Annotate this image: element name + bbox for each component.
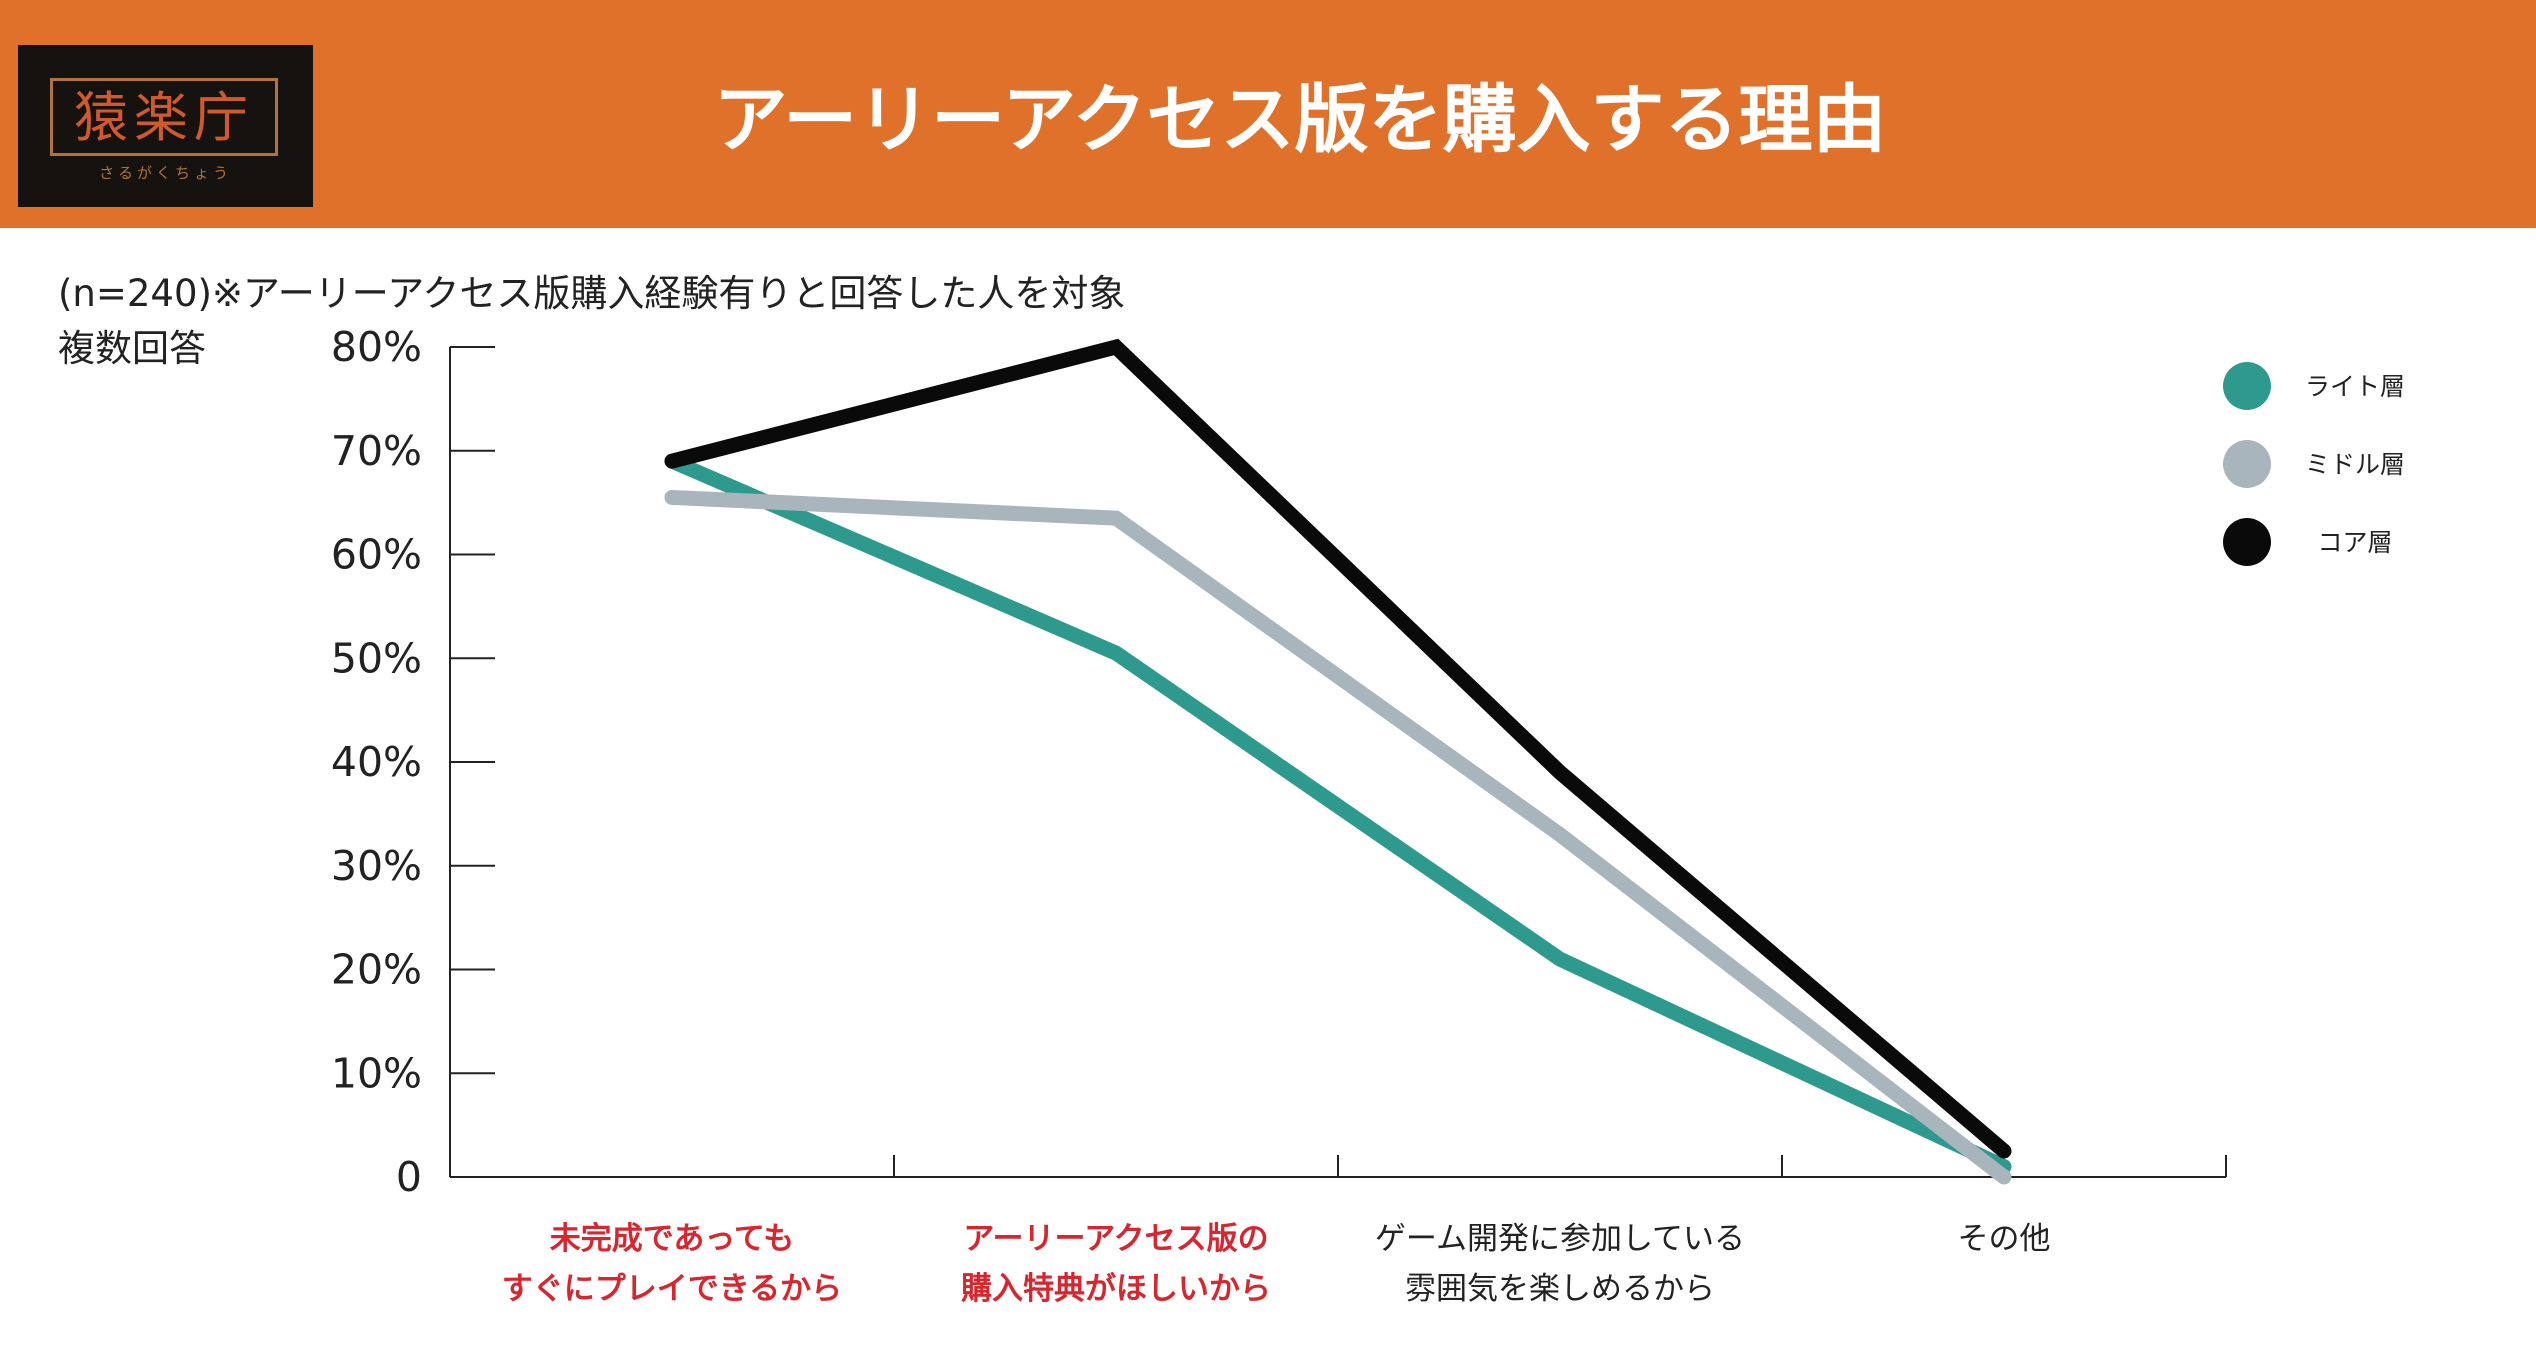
series-line xyxy=(664,489,2012,1185)
logo-subtitle: さるがくちょう xyxy=(98,164,232,182)
legend-marker xyxy=(2223,362,2271,410)
x-category-label: その他 xyxy=(1958,1221,2051,1257)
legend-marker xyxy=(2223,518,2271,566)
y-tick-label: 20% xyxy=(331,946,422,994)
legend-label: ライト層 xyxy=(2305,372,2405,401)
y-tick-label: 60% xyxy=(331,531,422,579)
x-category-label: 購入特典がほしいから xyxy=(961,1271,1271,1307)
x-category-label: 雰囲気を楽しめるから xyxy=(1405,1271,1715,1307)
y-tick-label: 50% xyxy=(331,634,422,682)
series-line xyxy=(664,338,2012,1159)
series-line xyxy=(664,453,2012,1175)
x-category-label: すぐにプレイできるから xyxy=(502,1271,842,1307)
y-tick-label: 0 xyxy=(396,1153,422,1201)
x-category-label: 未完成であっても xyxy=(550,1221,795,1257)
logo-frame: 猿楽庁 xyxy=(50,78,278,156)
legend-label: ミドル層 xyxy=(2305,450,2405,479)
y-tick-label: 40% xyxy=(331,738,422,786)
logo-text: 猿楽庁 xyxy=(74,86,254,149)
y-tick-label: 80% xyxy=(331,323,422,371)
multiple-answer-note: 複数回答 xyxy=(58,327,206,370)
y-tick-labels: 0 10% 20% 30% 40% 50% 60% 70% 80% xyxy=(331,323,422,1201)
x-category-label: アーリーアクセス版の xyxy=(963,1221,1268,1257)
sample-note: (n=240)※アーリーアクセス版購入経験有りと回答した人を対象 xyxy=(58,272,1126,315)
y-tick-label: 70% xyxy=(331,427,422,475)
chart-axes xyxy=(449,346,2227,1178)
page-title: アーリーアクセス版を購入する理由 xyxy=(713,77,1887,163)
y-tick-label: 10% xyxy=(331,1049,422,1097)
x-category-label: ゲーム開発に参加している xyxy=(1375,1221,1745,1257)
series-lines xyxy=(664,338,2012,1185)
legend-marker xyxy=(2223,440,2271,488)
header-banner: 猿楽庁 さるがくちょう アーリーアクセス版を購入する理由 xyxy=(0,0,2536,228)
legend-label: コア層 xyxy=(2317,528,2392,557)
logo: 猿楽庁 さるがくちょう xyxy=(18,45,313,207)
y-tick-label: 30% xyxy=(331,842,422,890)
